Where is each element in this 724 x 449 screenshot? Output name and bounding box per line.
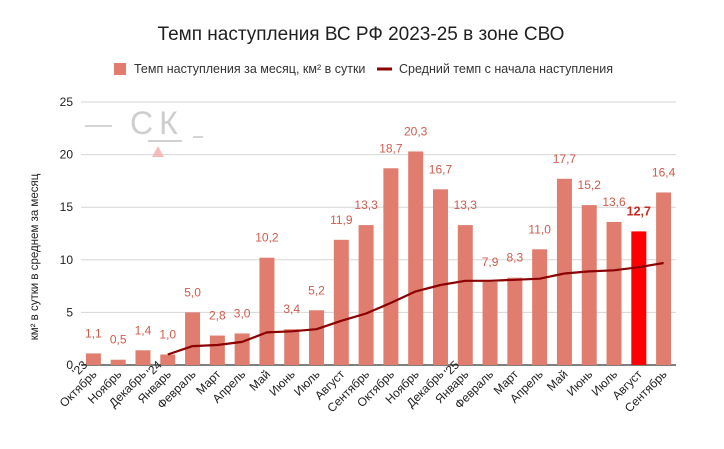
y-tick-labels: 0 5 10 15 20 25 <box>60 95 74 372</box>
bar <box>259 257 275 365</box>
watermark-text: СК <box>130 105 184 141</box>
legend-line-label: Средний темп с начала наступления <box>399 62 613 76</box>
data-label: 15,2 <box>578 178 602 192</box>
bar <box>284 329 300 365</box>
data-label: 11,0 <box>528 222 551 236</box>
data-label: 17,7 <box>553 152 577 166</box>
data-label: 8,3 <box>507 251 524 265</box>
data-labels: 1,1 0,51,4 1,05,02,8 3,010,23,45,211,913,31… <box>85 124 676 346</box>
legend-bar-swatch <box>114 63 126 75</box>
data-label: 16,4 <box>652 165 676 179</box>
data-label: 13,3 <box>354 198 378 212</box>
y-tick-label: 5 <box>66 305 73 319</box>
data-label: 12,7 <box>627 204 651 218</box>
y-tick-label: 10 <box>60 253 74 267</box>
data-label: 5,0 <box>184 285 201 299</box>
bar <box>160 354 176 365</box>
data-label: 1,0 <box>159 327 176 341</box>
x-tick-label: Июнь <box>266 367 297 398</box>
bar <box>581 205 597 365</box>
bar <box>457 225 473 365</box>
legend-bar-label: Темп наступления за месяц, км² в сутки <box>134 62 365 76</box>
bar <box>85 353 101 365</box>
bar-series <box>85 151 672 365</box>
bar <box>482 281 498 365</box>
bar <box>408 151 424 365</box>
data-label: 10,2 <box>255 231 279 245</box>
y-tick-label: 25 <box>60 95 74 109</box>
watermark-triangle-icon <box>152 146 164 157</box>
data-label: 0,5 <box>110 333 127 347</box>
bar <box>606 221 622 365</box>
bar <box>309 310 325 365</box>
data-label: 20,3 <box>404 124 428 138</box>
data-label: 16,7 <box>429 162 453 176</box>
data-label: 7,9 <box>482 255 499 269</box>
bar <box>358 225 374 365</box>
bar <box>656 192 672 365</box>
data-label: 11,9 <box>330 213 353 227</box>
x-tick-labels: '23ОктябрьНоябрьДекабрь'24ЯнварьФевральМ… <box>57 358 670 415</box>
line-series <box>167 261 664 356</box>
y-tick-label: 0 <box>66 358 73 372</box>
y-axis-title: км² в сутки в среднем за месяц <box>29 173 41 340</box>
data-label: 13,6 <box>602 195 626 209</box>
bar <box>110 359 126 365</box>
y-tick-label: 20 <box>60 148 74 162</box>
y-tick-label: 15 <box>60 200 74 214</box>
data-label: 18,7 <box>379 141 403 155</box>
gridlines <box>81 101 676 366</box>
data-label: 3,0 <box>234 306 251 320</box>
data-label: 13,3 <box>454 198 478 212</box>
bar <box>135 350 151 365</box>
data-label: 1,1 <box>85 326 102 340</box>
bar <box>532 249 548 365</box>
bar <box>333 239 349 365</box>
bar <box>234 333 250 365</box>
chart-title: Темп наступления ВС РФ 2023-25 в зоне СВ… <box>158 24 565 45</box>
data-label: 5,2 <box>308 283 325 297</box>
bar <box>185 312 201 365</box>
legend: Темп наступления за месяц, км² в сутки С… <box>114 62 613 76</box>
bar <box>383 168 399 365</box>
data-label: 3,4 <box>283 302 300 316</box>
bar <box>631 231 647 365</box>
bar <box>507 277 523 365</box>
bar <box>556 178 572 365</box>
bar <box>209 335 225 365</box>
data-label: 2,8 <box>209 309 226 323</box>
data-label: 1,4 <box>135 323 152 337</box>
watermark-logo: СК <box>85 105 203 157</box>
bar <box>432 189 448 365</box>
x-tick-label: Июнь <box>564 367 595 398</box>
